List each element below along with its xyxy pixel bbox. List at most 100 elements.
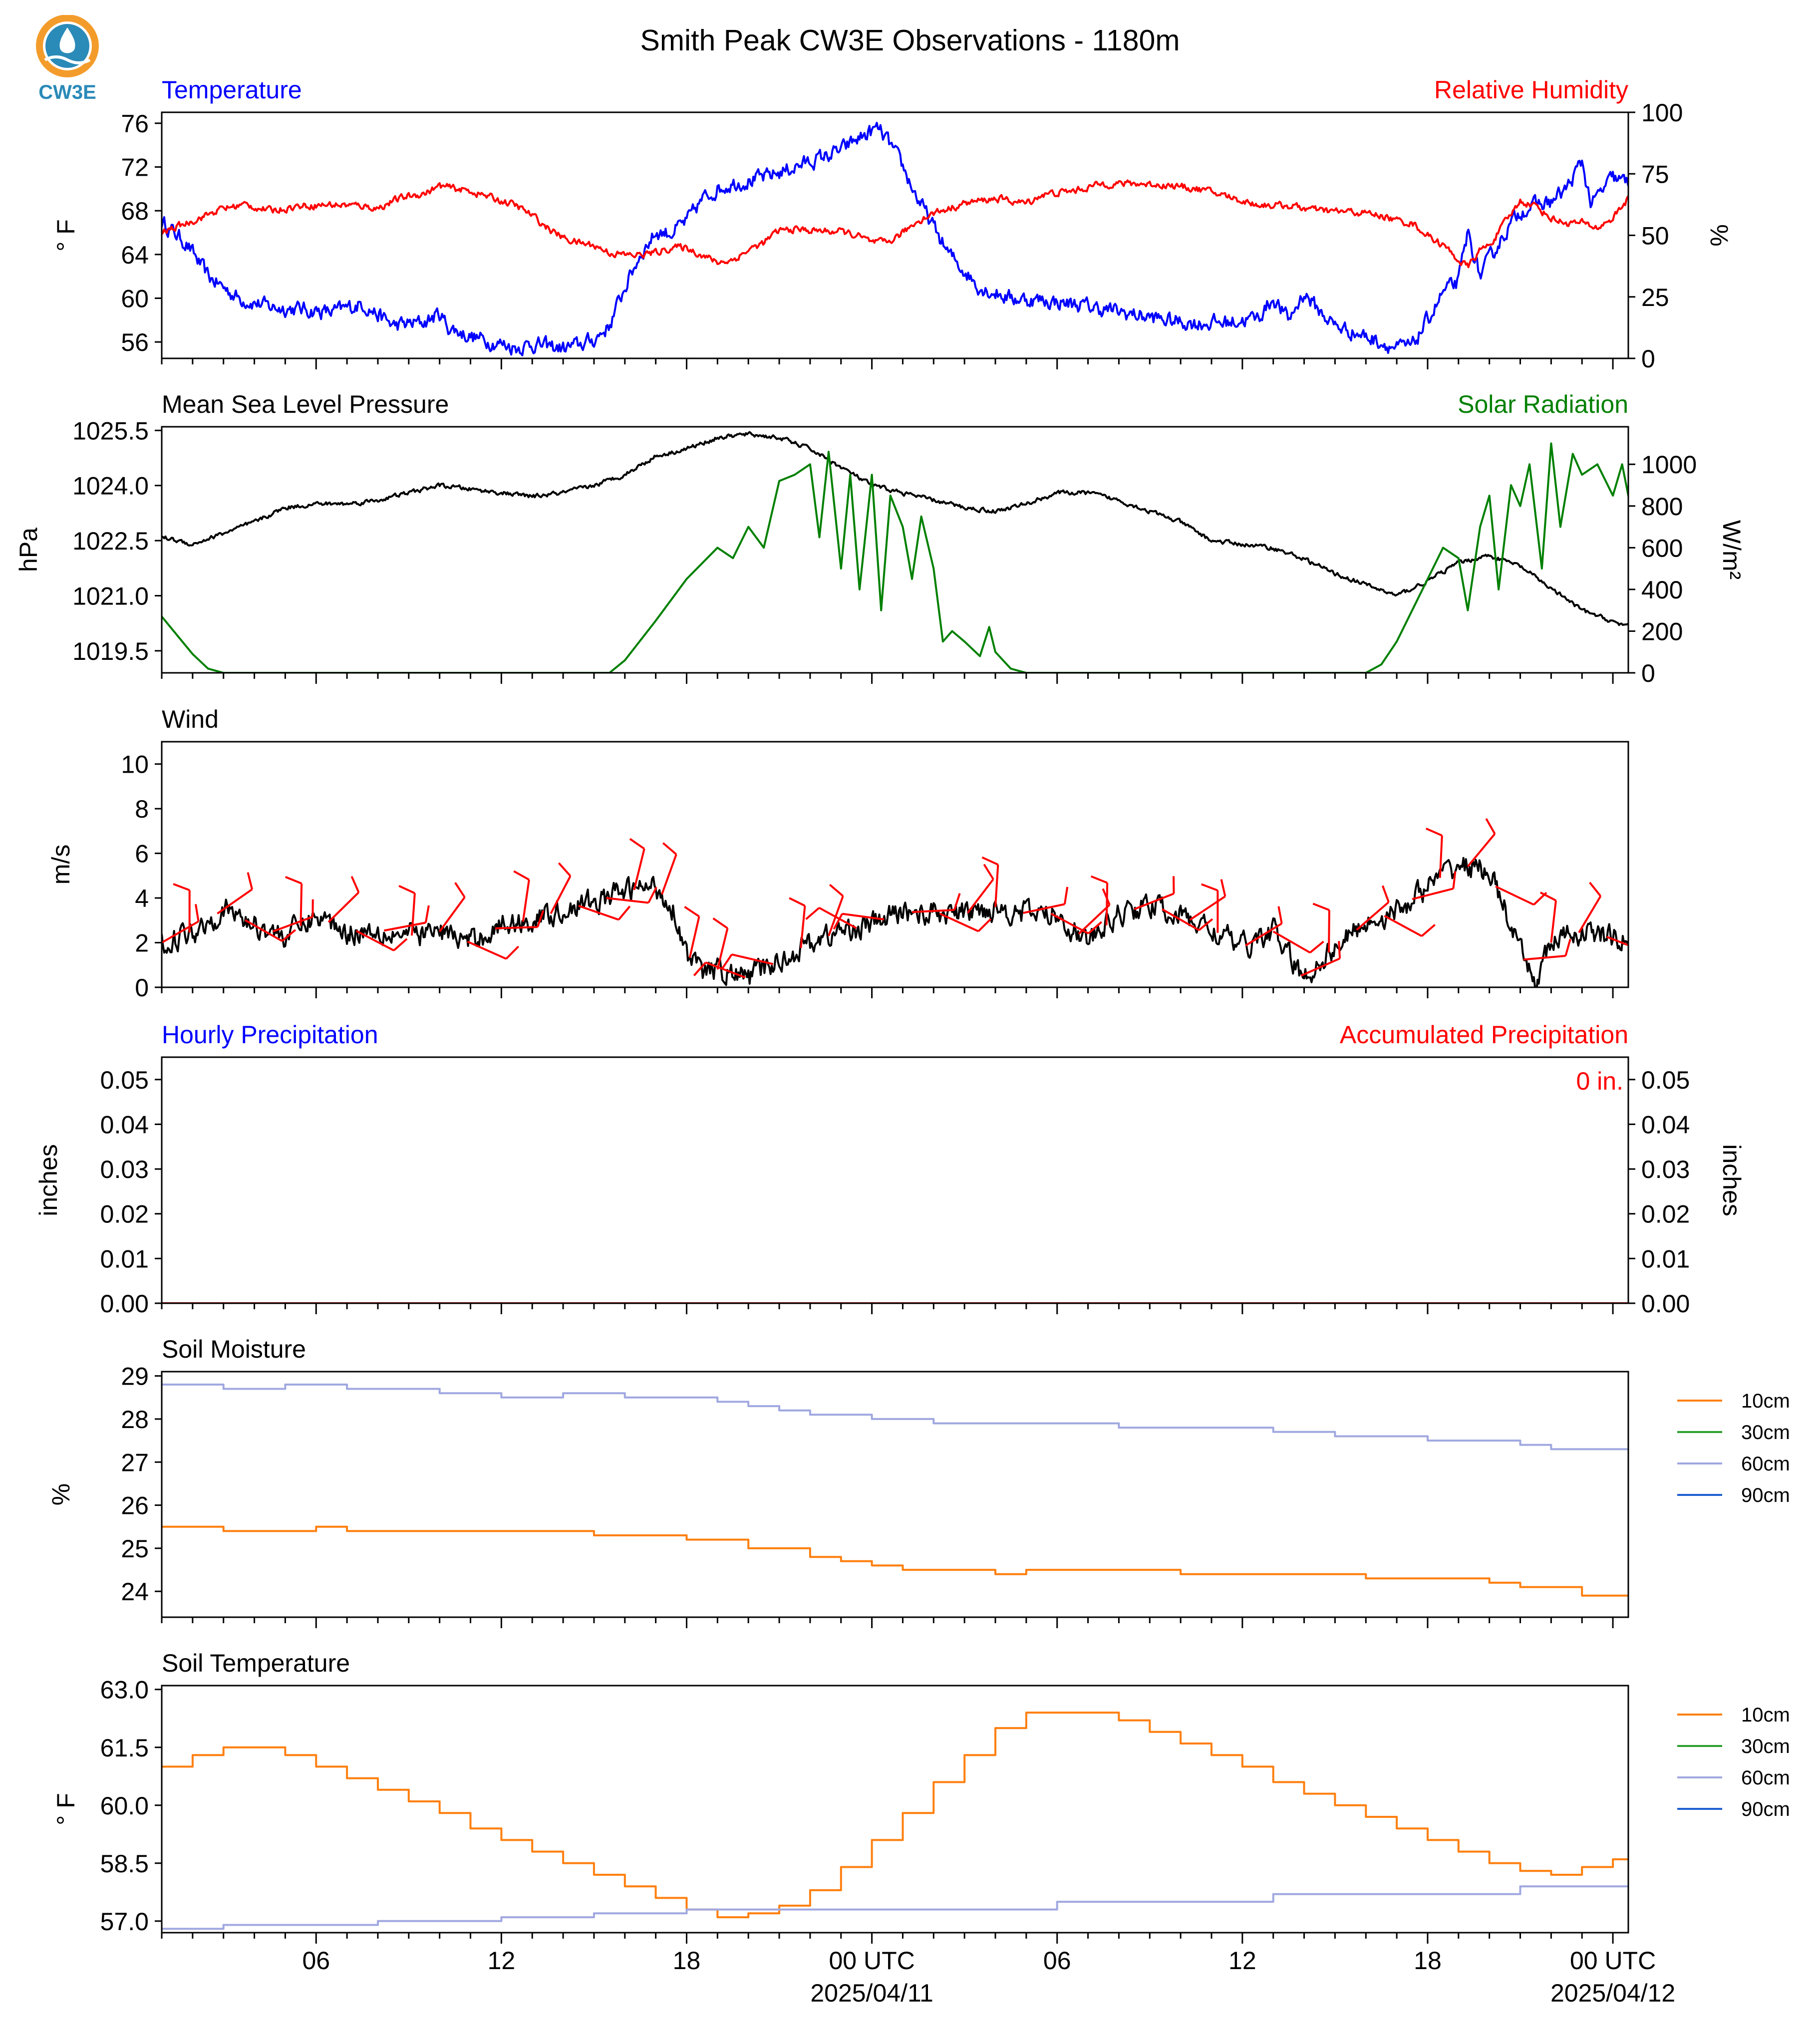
wind-barb-shaft [1300,957,1340,977]
wind-barb-flag [247,872,253,890]
wind-barb-flag [1309,940,1324,954]
wind-barb-shaft [966,878,994,914]
wind-barb-flag [1425,828,1443,837]
panels: Temperature Relative Humidity566064687276… [14,76,1796,1944]
plot-frame [161,1685,1629,1934]
wind-barb-shaft [245,919,283,942]
wind-barb-flag [1198,918,1213,931]
wind-barb-shaft [550,875,572,914]
y-tick-label: 58.5 [100,1850,149,1878]
wind-barb-shaft [661,854,677,895]
y-axis-label-right: W/m² [1718,520,1746,579]
wind-barb-flag [629,838,645,850]
y-tick-label-right: 800 [1641,493,1683,521]
y-tick-label: 1021.0 [72,582,149,610]
wind-barb-flag [173,883,190,891]
wind-barb-shaft [1495,885,1534,906]
x-tick-label: 06 [1043,1947,1071,1975]
wind-barb-shaft [1189,895,1226,921]
panel-precipitation: Hourly Precipitation Accumulated Precipit… [34,1021,1746,1318]
x-tick-label: 00 UTC [829,1947,914,1975]
y-axis-label: ° F [52,219,80,251]
wind-barb-shaft [1356,901,1390,931]
y-tick-label: 61.5 [100,1734,149,1762]
y-tick-label: 2 [135,929,149,957]
wind-barb-shaft [606,897,649,904]
wind-barb-shaft [300,883,303,926]
y-axis-label-right: inches [1718,1144,1746,1216]
panel-title-right: Relative Humidity [1434,76,1628,104]
wind-barb-shaft [731,953,774,965]
wind-barb-flag [537,910,545,927]
series-line-solar-radiation [162,442,1628,673]
x-date-label: 2025/04/11 [810,1979,933,2007]
wind-barb-shaft [1718,930,1759,941]
wind-barb-shaft [1412,887,1454,900]
wind-barb-shaft [1550,900,1557,943]
y-tick-label: 26 [121,1492,149,1520]
series-line-mean-sea-level-pressure [162,431,1628,626]
panel-title-right: Accumulated Precipitation [1340,1021,1628,1049]
panel-wind: Wind 0 2 4 6 8 10 m/s [47,705,1796,1002]
wind-barb-flag [1787,947,1796,962]
wind-barb-flag [424,905,430,923]
y-tick-label: 1019.5 [72,637,149,665]
wind-barb-flag [1485,818,1496,835]
y-tick-label: 24 [121,1578,149,1606]
y-axis-label: inches [34,1144,62,1216]
y-tick-label-right: 0.02 [1641,1200,1690,1228]
wind-barb-flag [1694,866,1706,878]
wind-barb-flag [1312,902,1330,911]
panel-title-left: Soil Moisture [162,1335,306,1363]
wind-barb-flag [712,917,728,929]
wind-barb-shaft [1690,878,1707,917]
series-line-10cm [162,1712,1628,1919]
wind-barb-flag [1277,906,1283,924]
x-tick-label: 12 [488,1947,516,1975]
wind-barb-shaft [355,930,394,951]
y-axis-label: ° F [52,1793,80,1825]
wind-barb-flag [1090,875,1108,884]
wind-barb-flag [454,882,466,898]
wind-barb-shaft [1439,835,1443,878]
y-tick-label-right: 0.03 [1641,1156,1690,1183]
wind-barbs [162,818,1796,979]
series-line-temperature [162,122,1628,356]
wind-barb-shaft [578,904,619,921]
wind-barb-shaft [633,848,645,890]
wind-barb-flag [398,884,415,894]
wind-barb-shaft [705,961,746,979]
legend-label: 10cm [1741,1704,1790,1726]
y-tick-label-right: 75 [1641,160,1669,188]
figure-title: Smith Peak CW3E Observations - 1180m [640,24,1180,57]
wind-barb-shaft [800,905,806,948]
y-tick-label-right: 0.00 [1641,1290,1690,1318]
x-date-label: 2025/04/12 [1550,1979,1675,2007]
x-tick-label: 06 [302,1947,330,1975]
panel-title-left: Soil Temperature [162,1649,350,1677]
series-group [162,122,1628,356]
y-tick-label: 1025.5 [72,417,149,445]
panel-title-left: Mean Sea Level Pressure [162,390,449,418]
y-tick-label: 28 [121,1406,149,1434]
y-tick-label: 60 [121,285,149,312]
wind-barb-flag [829,883,844,897]
y-tick-label: 1022.5 [72,527,149,555]
panel-soil_temperature: Soil Temperature 57.0 58.5 60.0 61.5 63.0 ° F 1… [52,1649,1790,1944]
wind-barb-shaft [522,879,530,922]
wind-barb-flag [1421,924,1436,937]
panel-title-left: Wind [162,705,219,733]
wind-barb-shaft [1606,936,1628,946]
wind-barb-shaft [1272,930,1311,954]
wind-barb-flag [1220,879,1226,897]
y-tick-label-right: 50 [1641,222,1669,250]
wind-barb-shaft [939,912,979,932]
wind-barb-flag [558,862,572,877]
y-tick-label: 72 [121,154,149,182]
wind-barb-flag [684,906,700,917]
wind-barb-shaft [467,940,507,960]
y-tick-label: 76 [121,110,149,138]
wind-barb-shaft [1384,915,1423,937]
wind-barb-shaft [162,920,199,944]
